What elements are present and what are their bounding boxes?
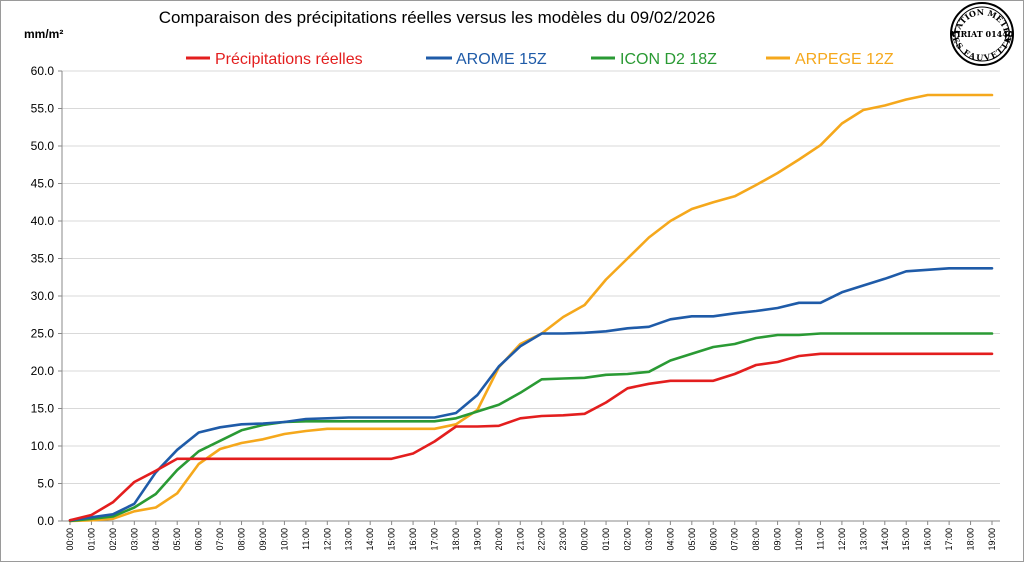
x-tick-label: 01:00: [86, 528, 96, 551]
x-tick-label: 17:00: [944, 528, 954, 551]
y-tick-label: 40.0: [31, 214, 55, 228]
x-tick-label: 05:00: [687, 528, 697, 551]
x-ticks: 00:00 01:00 02:00 03:00 04:00 05:00 06:00 07:00…: [65, 521, 997, 551]
x-tick-label: 11:00: [301, 528, 311, 550]
legend-label-arome: AROME 15Z: [456, 51, 547, 68]
x-tick-label: 07:00: [730, 528, 740, 551]
x-tick-label: 06:00: [194, 528, 204, 551]
x-tick-label: 18:00: [966, 528, 976, 551]
x-tick-label: 08:00: [751, 528, 761, 551]
y-tick-label: 55.0: [31, 102, 55, 116]
x-tick-label: 07:00: [215, 528, 225, 551]
x-tick-label: 04:00: [665, 528, 675, 551]
x-tick-label: 14:00: [365, 528, 375, 551]
x-tick-label: 20:00: [494, 528, 504, 551]
x-tick-label: 09:00: [773, 528, 783, 551]
stamp-middle-text: VIRIAT 01440: [950, 29, 1014, 39]
x-tick-label: 17:00: [430, 528, 440, 551]
x-tick-label: 12:00: [322, 528, 332, 551]
legend-label-icon: ICON D2 18Z: [620, 51, 717, 68]
x-tick-label: 11:00: [815, 528, 825, 550]
y-tick-label: 30.0: [31, 289, 55, 303]
x-tick-label: 14:00: [880, 528, 890, 551]
x-tick-label: 03:00: [129, 528, 139, 551]
grid-layer: [58, 70, 1000, 522]
x-tick-label: 02:00: [108, 528, 118, 551]
y-tick-label: 10.0: [31, 439, 55, 453]
x-tick-label: 00:00: [580, 528, 590, 551]
x-tick-label: 18:00: [451, 528, 461, 551]
x-tick-label: 05:00: [172, 528, 182, 551]
y-tick-label: 50.0: [31, 139, 55, 153]
stamp-inner-ring: [954, 6, 1010, 62]
x-tick-label: 16:00: [923, 528, 933, 551]
y-ticks: 0.0 5.0 10.0 15.0 20.0 25.0 30.0 35.0 40.0 45.0 50…: [31, 64, 55, 528]
chart-title: Comparaison des précipitations réelles v…: [159, 8, 716, 27]
x-tick-label: 19:00: [987, 528, 997, 551]
x-tick-label: 04:00: [151, 528, 161, 551]
series-line-arome: [68, 266, 994, 522]
x-tick-label: 06:00: [708, 528, 718, 551]
y-axis-label: mm/m²: [24, 27, 63, 41]
x-tick-label: 22:00: [537, 528, 547, 551]
x-tick-label: 19:00: [472, 528, 482, 551]
y-tick-label: 45.0: [31, 177, 55, 191]
x-tick-label: 03:00: [644, 528, 654, 551]
series-line-arpege: [68, 93, 994, 523]
x-tick-label: 21:00: [515, 528, 525, 551]
x-tick-label: 13:00: [858, 528, 868, 551]
x-tick-label: 09:00: [258, 528, 268, 551]
legend-label-reelles: Précipitations réelles: [215, 51, 363, 68]
x-tick-label: 02:00: [622, 528, 632, 551]
x-tick-label: 23:00: [558, 528, 568, 551]
x-tick-label: 12:00: [837, 528, 847, 551]
series-line-reelles: [68, 352, 994, 522]
x-tick-label: 16:00: [408, 528, 418, 551]
y-tick-label: 0.0: [37, 514, 54, 528]
stamp-outer-ring: [950, 2, 1014, 66]
x-tick-label: 10:00: [279, 528, 289, 551]
y-tick-label: 20.0: [31, 364, 55, 378]
y-tick-label: 15.0: [31, 402, 55, 416]
x-tick-label: 00:00: [65, 528, 75, 551]
y-tick-label: 35.0: [31, 252, 55, 266]
legend-label-arpege: ARPEGE 12Z: [795, 51, 894, 68]
x-tick-label: 10:00: [794, 528, 804, 551]
series-line-icon: [68, 332, 994, 523]
y-tick-label: 5.0: [37, 477, 54, 491]
x-tick-label: 15:00: [387, 528, 397, 551]
x-tick-label: 08:00: [237, 528, 247, 551]
y-tick-label: 60.0: [31, 64, 55, 78]
legend: Précipitations réelles AROME 15Z ICON D2…: [186, 51, 894, 68]
x-tick-label: 13:00: [344, 528, 354, 551]
x-tick-label: 01:00: [601, 528, 611, 551]
y-tick-label: 25.0: [31, 327, 55, 341]
x-tick-label: 15:00: [901, 528, 911, 551]
series-layer: [68, 93, 994, 523]
